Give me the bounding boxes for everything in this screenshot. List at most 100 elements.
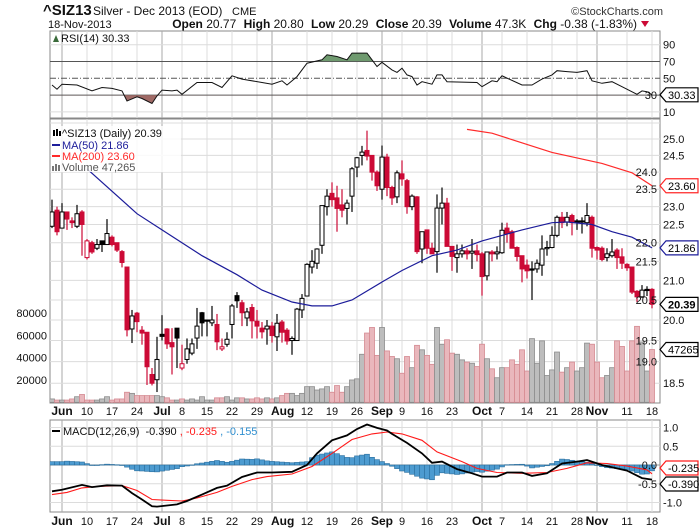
candle-body — [419, 231, 425, 250]
candle-body — [184, 348, 190, 360]
candle — [179, 344, 185, 371]
candle — [124, 266, 130, 337]
candle — [389, 185, 395, 205]
volume-bar — [504, 367, 510, 403]
candle — [489, 250, 495, 262]
candle — [59, 203, 65, 229]
close-last-value-box — [659, 296, 699, 312]
volume-bar — [399, 372, 405, 403]
volume-bar — [234, 397, 240, 403]
macd-histogram-bar — [244, 458, 250, 466]
volume-bar — [409, 367, 415, 403]
candle — [344, 199, 350, 225]
x-tick-label: 8 — [179, 406, 185, 418]
candle — [169, 328, 175, 375]
macd-histogram-bar — [54, 461, 60, 466]
candle-body — [179, 363, 185, 369]
candle — [294, 307, 300, 342]
close-last-value-text: 20.39 — [668, 299, 696, 311]
x-tick-label: 18 — [646, 516, 658, 528]
candle — [639, 285, 645, 298]
candle-body — [604, 253, 610, 259]
candlestick-icon — [53, 129, 61, 136]
candle-body — [499, 229, 505, 254]
candle-body — [544, 247, 550, 250]
volume-bar — [579, 367, 585, 403]
candle — [254, 309, 260, 339]
volume-bar — [104, 396, 110, 403]
volume-bar — [334, 385, 340, 403]
histogram-legend-value: , -0.155 — [220, 426, 257, 438]
candle-body — [404, 180, 410, 208]
macd-signal-line — [51, 431, 653, 502]
volume-label: Volume — [449, 17, 492, 31]
candle-body — [304, 263, 310, 297]
x-tick-label: 12 — [301, 516, 313, 528]
x-tick-label: Jun — [51, 514, 72, 528]
macd-histogram-bar — [194, 463, 200, 466]
candle — [79, 210, 85, 256]
x-tick-label: 10 — [81, 516, 93, 528]
candle-body — [599, 247, 605, 260]
macd-histogram-bar — [544, 464, 550, 467]
macd-histogram-bar — [359, 454, 365, 466]
macd-line — [51, 423, 653, 508]
macd-histogram-bar — [424, 464, 430, 480]
volume-bar — [524, 370, 530, 403]
candle — [279, 320, 285, 343]
candle-body — [569, 215, 575, 224]
volume-bar — [169, 399, 175, 403]
candle — [544, 240, 550, 256]
candle — [649, 288, 655, 309]
candle-body — [349, 168, 355, 197]
x-tick-label: 7 — [499, 516, 505, 528]
price-axis-label: 20.5 — [636, 295, 657, 307]
candle — [189, 338, 195, 356]
candle — [419, 231, 425, 264]
macd-histogram-bar — [344, 457, 350, 466]
candle — [334, 185, 340, 232]
candle — [264, 320, 270, 345]
macd-histogram-bar — [249, 459, 255, 466]
volume-bar — [459, 359, 465, 403]
macd-histogram-bar — [519, 463, 525, 466]
x-tick-label: 24 — [131, 516, 143, 528]
macd-histogram-bar — [119, 464, 125, 466]
candle-body — [124, 266, 130, 331]
candle — [214, 313, 220, 351]
macd-legend-text: MACD(12,26,9) -0.390 , -0.235 , -0.155 — [63, 426, 257, 438]
x-tick-label: 17 — [106, 406, 118, 418]
volume-bar — [619, 346, 625, 403]
macd-histogram-bar — [169, 464, 175, 470]
x-tick-label: 15 — [201, 516, 213, 528]
candle-body — [319, 205, 325, 246]
macd-histogram-bar — [434, 464, 440, 476]
x-tick-label: 16 — [421, 516, 433, 528]
candle — [319, 205, 325, 254]
candle — [464, 248, 470, 260]
x-tick-label: 29 — [251, 516, 263, 528]
candle — [614, 248, 620, 269]
volume-bar — [374, 354, 380, 403]
macd-histogram-bar — [89, 464, 95, 466]
candle-body — [549, 234, 555, 249]
copyright[interactable]: ©StockCharts.com — [571, 6, 663, 18]
candle-body — [109, 236, 115, 246]
macd-histogram-bar — [179, 464, 185, 467]
candle-body — [239, 302, 245, 314]
candle-body — [534, 262, 540, 270]
price-axis-label: 24.0 — [636, 167, 657, 179]
price-legend-label: ^SIZ13 (Daily) 20.39 — [62, 128, 162, 140]
candle-body — [114, 242, 120, 251]
macd-histogram-bar — [199, 462, 205, 466]
candle — [259, 322, 265, 339]
candle — [54, 206, 60, 236]
macd-histogram-bar — [489, 464, 495, 471]
macd-legend-value: -0.390 — [145, 426, 176, 438]
volume-bar — [99, 398, 105, 403]
candle-body — [99, 240, 105, 246]
candle-body — [194, 325, 200, 339]
candle — [314, 248, 320, 269]
close-label: Close — [376, 17, 409, 31]
last-value-markers: 30.33 23.60 21.86 20.39 47265 -0.235 -0.390 — [659, 87, 699, 492]
